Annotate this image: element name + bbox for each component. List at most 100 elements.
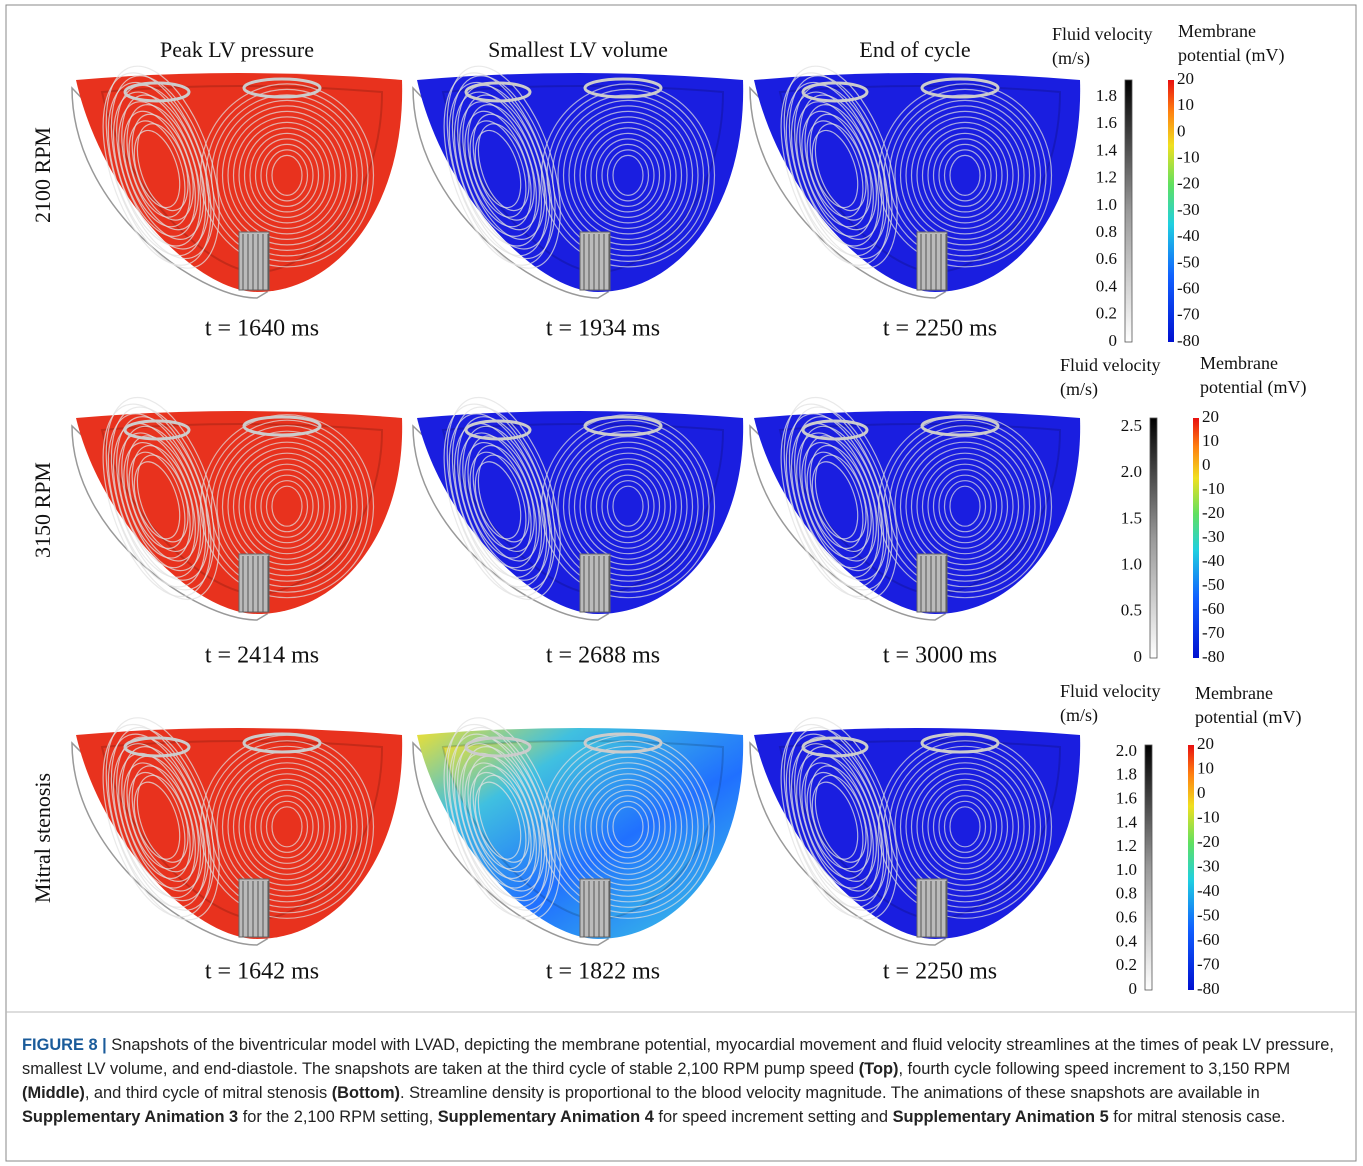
velocity-tick-label: 0 bbox=[1109, 331, 1118, 350]
legend-title: Membrane bbox=[1178, 21, 1256, 41]
velocity-tick-label: 0.6 bbox=[1096, 249, 1117, 268]
potential-tick-label: 20 bbox=[1177, 69, 1194, 88]
potential-tick-label: -10 bbox=[1197, 807, 1220, 826]
potential-tick-label: -30 bbox=[1202, 527, 1225, 546]
caption-bold: (Top) bbox=[859, 1060, 899, 1078]
potential-tick-label: -80 bbox=[1177, 331, 1200, 350]
velocity-tick-label: 1.0 bbox=[1116, 860, 1137, 879]
time-label: t = 1822 ms bbox=[546, 959, 660, 985]
legend-unit: potential (mV) bbox=[1195, 707, 1301, 728]
heart-panel bbox=[750, 704, 1080, 945]
velocity-colorbar bbox=[1125, 80, 1132, 342]
velocity-tick-label: 0 bbox=[1134, 647, 1143, 666]
velocity-tick-label: 1.8 bbox=[1116, 765, 1137, 784]
row-label: Mitral stenosis bbox=[30, 773, 55, 903]
potential-tick-label: -50 bbox=[1197, 905, 1220, 924]
heart-panel bbox=[413, 704, 743, 945]
velocity-tick-label: 1.0 bbox=[1096, 195, 1117, 214]
heart-panel bbox=[750, 52, 1080, 298]
column-header: End of cycle bbox=[859, 37, 970, 62]
heart-panel bbox=[72, 52, 402, 298]
time-label: t = 1934 ms bbox=[546, 316, 660, 342]
velocity-tick-label: 0.8 bbox=[1096, 222, 1117, 241]
potential-tick-label: -40 bbox=[1197, 881, 1220, 900]
heart-panel bbox=[72, 704, 402, 945]
row-label: 2100 RPM bbox=[30, 127, 55, 223]
time-label: t = 2414 ms bbox=[205, 643, 319, 669]
velocity-tick-label: 0.4 bbox=[1096, 276, 1118, 295]
potential-tick-label: -50 bbox=[1202, 575, 1225, 594]
legend-unit: potential (mV) bbox=[1178, 45, 1284, 66]
caption-bold: Supplementary Animation 4 bbox=[438, 1108, 654, 1126]
caption-bold: Supplementary Animation 5 bbox=[893, 1108, 1109, 1126]
velocity-tick-label: 1.0 bbox=[1121, 555, 1142, 574]
potential-tick-label: 20 bbox=[1202, 407, 1219, 426]
velocity-tick-label: 1.2 bbox=[1116, 836, 1137, 855]
caption-bold: (Bottom) bbox=[332, 1084, 400, 1102]
velocity-tick-label: 1.6 bbox=[1116, 789, 1137, 808]
potential-tick-label: 0 bbox=[1202, 455, 1211, 474]
potential-tick-label: 0 bbox=[1177, 121, 1186, 140]
figure: Peak LV pressureSmallest LV volumeEnd of… bbox=[0, 0, 1363, 1166]
velocity-tick-label: 1.6 bbox=[1096, 113, 1117, 132]
legend-unit: (m/s) bbox=[1052, 48, 1090, 69]
legend-unit: potential (mV) bbox=[1200, 377, 1306, 398]
time-label: t = 1640 ms bbox=[205, 316, 319, 342]
velocity-tick-label: 0 bbox=[1129, 979, 1138, 998]
potential-tick-label: -70 bbox=[1202, 623, 1225, 642]
caption-bold: Supplementary Animation 3 bbox=[22, 1108, 238, 1126]
legend-title: Membrane bbox=[1195, 683, 1273, 703]
velocity-tick-label: 0.4 bbox=[1116, 931, 1138, 950]
heart-panel bbox=[750, 384, 1080, 620]
legend-title: Fluid velocity bbox=[1060, 355, 1161, 375]
potential-tick-label: -60 bbox=[1177, 279, 1200, 298]
potential-tick-label: 10 bbox=[1177, 95, 1194, 114]
time-label: t = 2688 ms bbox=[546, 643, 660, 669]
potential-tick-label: -80 bbox=[1202, 647, 1225, 666]
figure-graphic: Peak LV pressureSmallest LV volumeEnd of… bbox=[0, 0, 1363, 1166]
potential-tick-label: -40 bbox=[1202, 551, 1225, 570]
velocity-colorbar bbox=[1150, 418, 1157, 658]
velocity-tick-label: 1.2 bbox=[1096, 168, 1117, 187]
legend-title: Fluid velocity bbox=[1060, 681, 1161, 701]
potential-tick-label: 10 bbox=[1197, 758, 1214, 777]
potential-tick-label: -20 bbox=[1202, 503, 1225, 522]
potential-colorbar bbox=[1168, 80, 1174, 342]
potential-tick-label: -30 bbox=[1177, 200, 1200, 219]
velocity-tick-label: 1.4 bbox=[1096, 140, 1118, 159]
row-label: 3150 RPM bbox=[30, 462, 55, 558]
velocity-tick-label: 1.8 bbox=[1096, 86, 1117, 105]
legend-unit: (m/s) bbox=[1060, 379, 1098, 400]
velocity-tick-label: 2.0 bbox=[1121, 462, 1142, 481]
potential-tick-label: -50 bbox=[1177, 252, 1200, 271]
caption-text: for speed increment setting and bbox=[654, 1108, 893, 1126]
potential-tick-label: -40 bbox=[1177, 226, 1200, 245]
time-label: t = 3000 ms bbox=[883, 643, 997, 669]
velocity-tick-label: 2.0 bbox=[1116, 741, 1137, 760]
caption-text: , and third cycle of mitral stenosis bbox=[85, 1084, 332, 1102]
velocity-tick-label: 1.4 bbox=[1116, 812, 1138, 831]
potential-tick-label: 0 bbox=[1197, 783, 1206, 802]
potential-tick-label: -60 bbox=[1197, 930, 1220, 949]
caption-text: . Streamline density is proportional to … bbox=[400, 1084, 1260, 1102]
heart-panel bbox=[72, 384, 402, 620]
caption-text: for the 2,100 RPM setting, bbox=[238, 1108, 438, 1126]
column-header: Peak LV pressure bbox=[160, 37, 314, 62]
time-label: t = 2250 ms bbox=[883, 959, 997, 985]
caption-label: FIGURE 8 | bbox=[22, 1036, 107, 1054]
legend-unit: (m/s) bbox=[1060, 705, 1098, 726]
potential-tick-label: -30 bbox=[1197, 856, 1220, 875]
panels: Peak LV pressureSmallest LV volumeEnd of… bbox=[30, 21, 1306, 998]
potential-tick-label: -80 bbox=[1197, 979, 1220, 998]
time-label: t = 1642 ms bbox=[205, 959, 319, 985]
velocity-colorbar bbox=[1145, 745, 1152, 990]
potential-colorbar bbox=[1193, 418, 1199, 658]
time-label: t = 2250 ms bbox=[883, 316, 997, 342]
potential-tick-label: -70 bbox=[1197, 954, 1220, 973]
potential-tick-label: -60 bbox=[1202, 599, 1225, 618]
heart-panel bbox=[413, 52, 743, 298]
velocity-tick-label: 0.6 bbox=[1116, 908, 1137, 927]
caption-text: , fourth cycle following speed increment… bbox=[898, 1060, 1290, 1078]
potential-tick-label: -10 bbox=[1202, 479, 1225, 498]
potential-tick-label: -70 bbox=[1177, 305, 1200, 324]
